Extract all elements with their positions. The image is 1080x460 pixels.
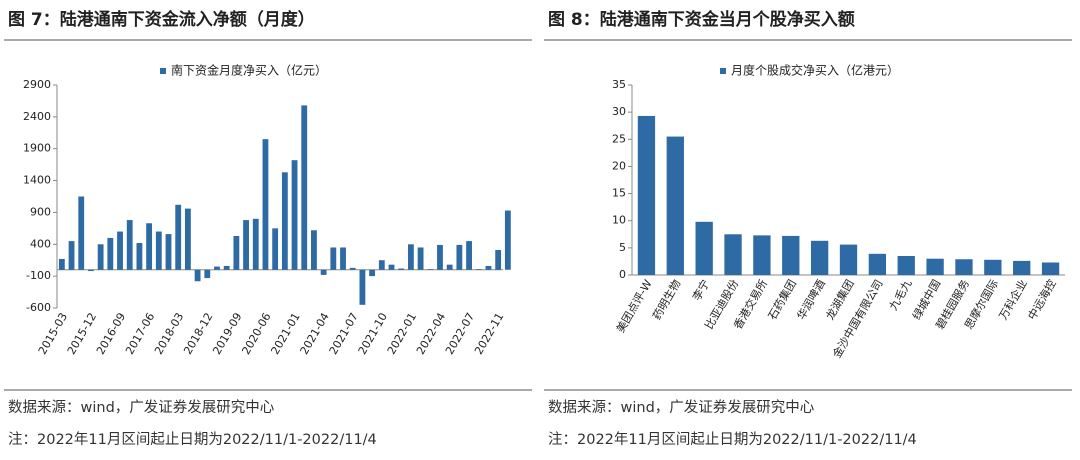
bar [58, 258, 65, 270]
bar [475, 269, 482, 270]
y-tick-label: 35 [612, 78, 626, 91]
bar [388, 264, 395, 270]
x-tick-label: 药明生物 [649, 277, 683, 322]
legend-swatch [720, 68, 726, 74]
bar [301, 105, 308, 270]
y-tick-label: 400 [30, 237, 51, 250]
chart-title: 图 7：陆港通南下资金流入净额（月度） [8, 9, 315, 30]
bar [165, 234, 172, 270]
bar [1041, 262, 1060, 275]
bar [281, 172, 288, 270]
note: 注：2022年11月区间起止日期为2022/11/1-2022/11/4 [548, 431, 917, 448]
bar [107, 237, 114, 270]
y-tick-label: 20 [612, 159, 626, 172]
source: 数据来源：wind，广发证券发展研究中心 [8, 399, 274, 416]
bar [369, 269, 376, 277]
bar [456, 244, 463, 270]
bar [330, 247, 337, 270]
bar [117, 231, 123, 270]
bar [194, 269, 201, 282]
bar [359, 269, 366, 305]
bar [175, 204, 182, 270]
bar [868, 253, 887, 275]
bar [666, 136, 684, 275]
bar [97, 244, 104, 270]
y-tick-label: 2900 [23, 78, 51, 91]
y-tick-label: 10 [612, 214, 626, 227]
legend-label: 月度个股成交净买入（亿港元） [731, 63, 899, 78]
bar [398, 268, 405, 270]
bar [291, 160, 298, 270]
x-tick-label: 李宁 [689, 277, 712, 303]
bar [223, 265, 230, 270]
y-tick-label: -100 [26, 269, 51, 282]
y-tick-label: 30 [612, 105, 626, 118]
bar [1013, 260, 1031, 275]
x-tick-label: 中远海控 [1025, 277, 1059, 322]
bar [126, 220, 133, 270]
y-tick-label: 1400 [23, 174, 51, 187]
bar [810, 240, 829, 275]
bar [233, 236, 240, 270]
bar [78, 196, 85, 270]
y-tick-label: -600 [26, 301, 51, 314]
bar [437, 244, 443, 270]
x-tick-label: 美团点评-W [614, 277, 655, 335]
bar [204, 269, 211, 279]
bar [68, 241, 75, 270]
bar [753, 235, 771, 275]
bar [984, 259, 1002, 275]
y-tick-label: 5 [619, 241, 626, 254]
bar [485, 265, 492, 270]
bar [252, 218, 259, 270]
bar [417, 247, 424, 270]
bar [136, 243, 143, 270]
bar [155, 231, 162, 270]
y-tick-label: 25 [612, 132, 626, 145]
bar [926, 258, 944, 275]
bar [495, 250, 502, 270]
bar [243, 220, 249, 270]
bar [897, 256, 915, 275]
legend-swatch [160, 68, 166, 74]
bar [724, 234, 742, 275]
bar [272, 228, 279, 270]
note: 注：2022年11月区间起止日期为2022/11/1-2022/11/4 [8, 431, 377, 448]
source: 数据来源：wind，广发证券发展研究中心 [548, 399, 814, 416]
bar [340, 247, 346, 270]
y-tick-label: 0 [619, 268, 626, 281]
bar [311, 230, 317, 270]
legend-label: 南下资金月度净买入（亿元） [171, 63, 327, 78]
bar [262, 139, 269, 270]
bar [504, 210, 511, 270]
y-tick-label: 15 [612, 187, 626, 200]
bar [466, 241, 472, 270]
bar [427, 269, 434, 270]
bar [955, 259, 973, 275]
bar [214, 266, 220, 270]
x-tick-label: 九毛九 [887, 278, 915, 313]
y-tick-label: 2400 [23, 110, 51, 123]
chart-title: 图 8：陆港通南下资金当月个股净买入额 [548, 9, 855, 30]
y-tick-label: 1900 [23, 142, 51, 155]
bar [782, 235, 800, 275]
bar [320, 269, 327, 275]
bar [88, 269, 94, 272]
bar [184, 208, 191, 270]
bar [446, 264, 453, 270]
bar [695, 221, 713, 275]
x-tick-label: 2022-11 [472, 311, 506, 357]
bar [637, 115, 656, 275]
bar [349, 267, 356, 270]
bar [146, 223, 153, 270]
bar [378, 260, 385, 270]
y-tick-label: 900 [30, 205, 51, 218]
bar [839, 244, 858, 275]
bar [407, 244, 414, 270]
